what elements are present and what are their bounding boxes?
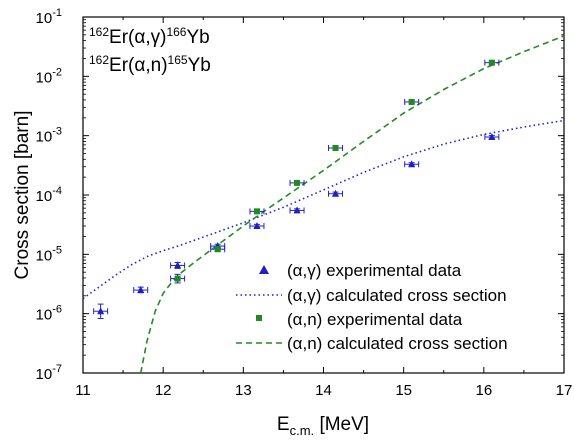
x-tick-label: 15 xyxy=(395,382,412,399)
legend-label-alpha-n-calc: (α,n) calculated cross section xyxy=(287,334,508,353)
legend-label-alpha-n-exp: (α,n) experimental data xyxy=(287,310,463,329)
y-tick-label: 10-4 xyxy=(36,185,62,205)
x-tick-label: 16 xyxy=(475,382,492,399)
annotation-reaction-alpha-gamma: 162Er(α,γ)166Yb xyxy=(89,25,210,48)
axis-ticks: 11 12 13 14 15 16 17 10-1 10-2 10-3 10-4 10-5 10-6 10… xyxy=(36,7,573,399)
alpha-n-calculated-line xyxy=(139,35,565,374)
alpha-n-data-point xyxy=(332,144,339,151)
legend-label-alpha-gamma-calc: (α,γ) calculated cross section xyxy=(287,286,507,305)
legend: (α,γ) experimental data (α,γ) calculated… xyxy=(236,261,508,353)
alpha-gamma-data-point xyxy=(408,160,416,168)
y-tick-label: 10-6 xyxy=(36,304,62,324)
alpha-n-data-point xyxy=(174,275,181,282)
legend-label-alpha-gamma-exp: (α,γ) experimental data xyxy=(287,261,462,280)
alpha-gamma-data-point xyxy=(332,189,340,197)
legend-marker-alpha-n xyxy=(256,315,262,321)
annotation-reaction-alpha-n: 162Er(α,n)165Yb xyxy=(89,53,211,76)
alpha-n-data-point xyxy=(214,246,221,253)
alpha-gamma-data-point xyxy=(488,132,496,140)
alpha-gamma-data-point xyxy=(253,222,261,230)
y-tick-label: 10-3 xyxy=(36,126,62,146)
y-tick-label: 10-7 xyxy=(36,363,62,383)
alpha-n-data-point xyxy=(408,98,415,105)
x-tick-label: 13 xyxy=(235,382,252,399)
alpha-n-data-point xyxy=(294,179,301,186)
y-tick-label: 10-1 xyxy=(36,7,62,27)
x-tick-label: 17 xyxy=(556,382,573,399)
y-tick-label: 10-5 xyxy=(36,244,62,264)
alpha-gamma-data-point xyxy=(174,261,182,269)
legend-marker-alpha-gamma xyxy=(259,265,269,274)
x-tick-label: 14 xyxy=(315,382,332,399)
calculated-curves xyxy=(82,35,565,374)
x-tick-label: 11 xyxy=(75,382,91,399)
alpha-n-data-point xyxy=(488,59,495,66)
x-axis-label: Ec.m. [MeV] xyxy=(277,414,369,438)
alpha-gamma-data-point xyxy=(97,307,105,315)
alpha-gamma-data-point xyxy=(137,286,145,294)
x-tick-label: 12 xyxy=(155,382,172,399)
y-axis-label: Cross section [barn] xyxy=(12,111,33,280)
experimental-points xyxy=(93,59,500,319)
alpha-n-data-point xyxy=(253,208,260,215)
y-tick-label: 10-2 xyxy=(36,66,62,86)
alpha-gamma-data-point xyxy=(293,206,301,214)
